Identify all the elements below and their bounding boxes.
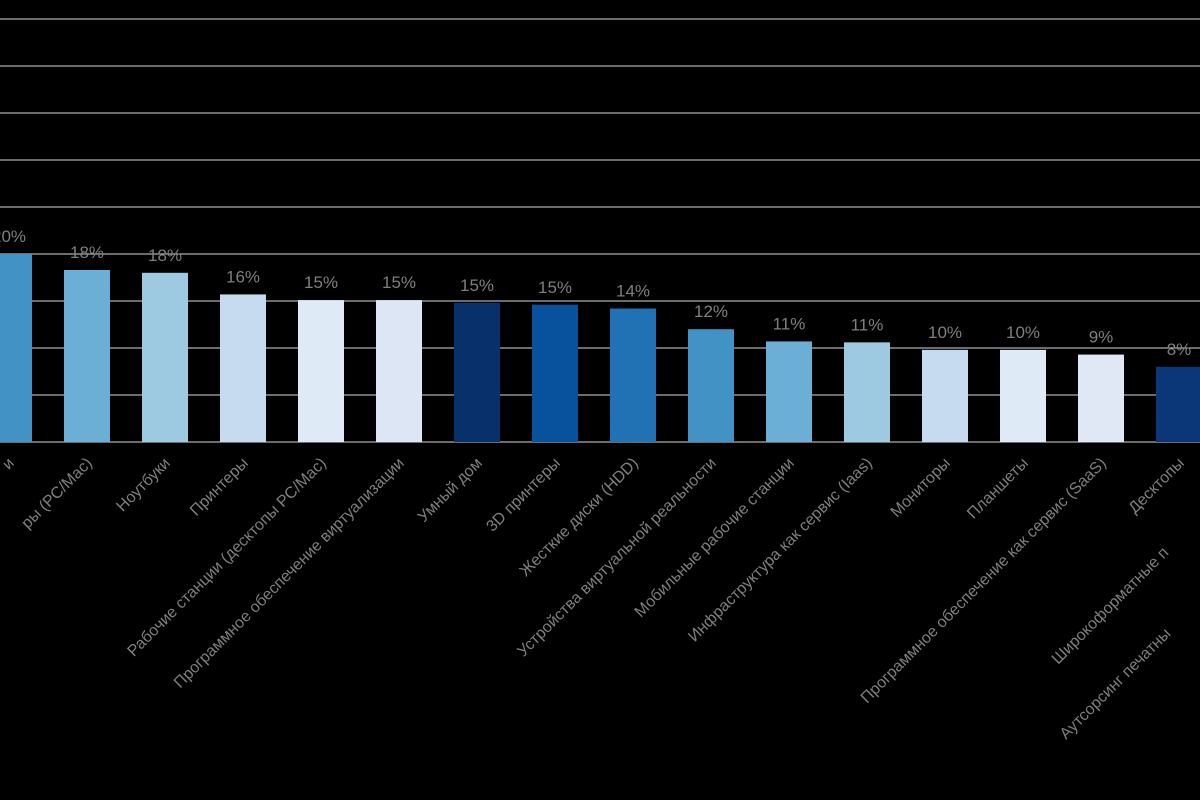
data-label: 10%: [928, 323, 962, 342]
bar: [532, 304, 578, 442]
bar: [64, 269, 110, 442]
data-label: 8%: [1167, 340, 1192, 359]
bar: [142, 272, 188, 442]
data-label: 15%: [538, 278, 572, 297]
bar: [922, 349, 968, 442]
data-label: 15%: [460, 276, 494, 295]
bar: [610, 308, 656, 442]
bar: [454, 302, 500, 442]
bar: [1000, 349, 1046, 442]
data-label: 14%: [616, 282, 650, 301]
data-label: 9%: [1089, 328, 1114, 347]
bar: [220, 294, 266, 442]
data-label: 18%: [148, 246, 182, 265]
data-label: 20%: [0, 227, 26, 246]
data-label: 15%: [382, 273, 416, 292]
bar: [1078, 354, 1124, 442]
data-label: 16%: [226, 267, 260, 286]
bar: [298, 300, 344, 442]
data-label: 11%: [851, 315, 884, 334]
bar: [766, 341, 812, 442]
data-label: 18%: [70, 243, 104, 262]
data-label: 11%: [773, 314, 806, 333]
bar: [688, 329, 734, 442]
data-label: 15%: [304, 273, 338, 292]
bar: [844, 342, 890, 442]
bar: [1156, 366, 1200, 442]
bar: [376, 300, 422, 442]
bar: [0, 254, 32, 442]
data-label: 12%: [694, 302, 728, 321]
data-label: 10%: [1006, 323, 1040, 342]
